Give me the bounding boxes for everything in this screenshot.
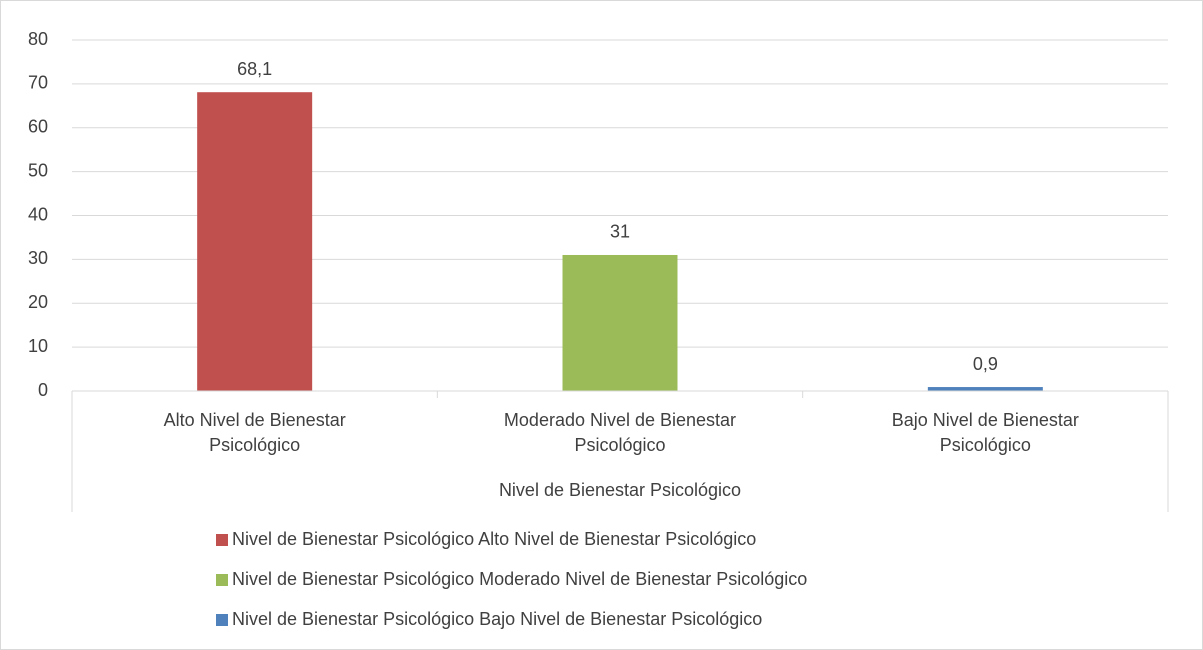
data-label: 31 [610,222,630,242]
x-tick-label: Psicológico [940,435,1031,455]
bar [927,387,1043,391]
y-tick-label: 50 [28,160,48,180]
y-tick-label: 70 [28,73,48,93]
y-tick-label: 80 [28,29,48,49]
y-tick-label: 20 [28,292,48,312]
x-tick-label: Bajo Nivel de Bienestar [892,410,1079,430]
bar [562,254,678,391]
y-tick-label: 0 [38,380,48,400]
bar [197,92,313,392]
data-label: 0,9 [973,354,998,374]
x-tick-label: Moderado Nivel de Bienestar [504,410,736,430]
y-tick-label: 40 [28,204,48,224]
legend-label: Nivel de Bienestar Psicológico Bajo Nive… [232,609,762,629]
legend-swatch [216,614,228,626]
legend-swatch [216,574,228,586]
y-tick-label: 60 [28,117,48,137]
x-tick-label: Alto Nivel de Bienestar [164,410,346,430]
x-tick-label: Psicológico [574,435,665,455]
y-tick-label: 30 [28,248,48,268]
legend-label: Nivel de Bienestar Psicológico Moderado … [232,569,807,589]
legend-label: Nivel de Bienestar Psicológico Alto Nive… [232,529,756,549]
legend-swatch [216,534,228,546]
x-axis-label: Nivel de Bienestar Psicológico [499,480,741,500]
data-label: 68,1 [237,59,272,79]
y-tick-label: 10 [28,336,48,356]
x-tick-label: Psicológico [209,435,300,455]
